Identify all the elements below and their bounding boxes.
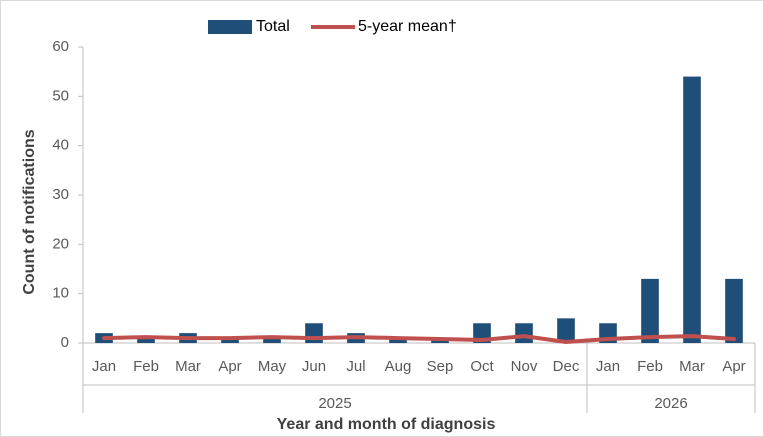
- y-tick-label: 60: [52, 38, 69, 55]
- x-tick-label: Aug: [385, 358, 412, 375]
- x-tick-label: Apr: [218, 358, 241, 375]
- x-tick-label: Mar: [175, 358, 201, 375]
- x-tick-label: Oct: [470, 358, 494, 375]
- bar: [641, 278, 659, 343]
- legend-swatch: [208, 20, 252, 34]
- group-label: 2026: [654, 395, 687, 412]
- bar: [137, 338, 155, 343]
- x-tick-label: Jul: [346, 358, 365, 375]
- x-tick-label: Jan: [596, 358, 620, 375]
- y-tick-label: 40: [52, 137, 69, 154]
- bar: [725, 278, 743, 343]
- y-tick-label: 30: [52, 186, 69, 203]
- bar: [389, 338, 407, 343]
- bar: [221, 338, 239, 343]
- legend-label: 5-year mean†: [358, 18, 457, 35]
- x-axis-title: Year and month of diagnosis: [277, 416, 496, 433]
- y-tick-label: 0: [61, 334, 69, 351]
- x-tick-label: Mar: [679, 358, 705, 375]
- bar: [557, 318, 575, 343]
- line: [102, 334, 736, 345]
- y-tick-label: 20: [52, 235, 69, 252]
- y-tick-label: 10: [52, 285, 69, 302]
- bar: [263, 338, 281, 343]
- y-axis-title: Count of notifications: [21, 129, 38, 294]
- x-tick-label: Sep: [427, 358, 454, 375]
- x-tick-label: Feb: [133, 358, 159, 375]
- x-tick-label: May: [258, 358, 287, 375]
- y-tick-label: 50: [52, 87, 69, 104]
- x-tick-label: Nov: [511, 358, 538, 375]
- group-label: 2025: [318, 395, 351, 412]
- legend-label: Total: [256, 18, 290, 35]
- x-tick-label: Jun: [302, 358, 326, 375]
- x-tick-label: Jan: [92, 358, 116, 375]
- bar: [683, 76, 701, 343]
- x-tick-label: Dec: [553, 358, 580, 375]
- x-tick-label: Feb: [637, 358, 663, 375]
- x-tick-label: Apr: [722, 358, 745, 375]
- bar: [515, 323, 533, 343]
